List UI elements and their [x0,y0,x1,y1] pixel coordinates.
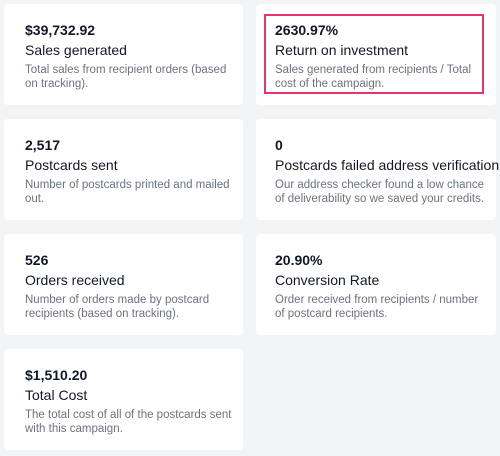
metric-description: Total sales from recipient orders (based… [25,64,227,90]
metric-description: Number of orders made by postcard recipi… [25,294,210,320]
card-return-on-investment: 2630.97% Return on investment Sales gene… [256,4,496,105]
metric-title: Postcards sent [25,157,118,173]
metric-title: Conversion Rate [275,272,380,288]
metric-description: Order received from recipients / number … [275,294,479,320]
metric-description: Number of postcards printed and mailed o… [25,179,230,205]
metric-value: 2,517 [25,137,61,153]
card-orders-received: 526 Orders received Number of orders mad… [4,234,243,335]
metric-value: 0 [275,137,283,153]
metric-description: Sales generated from recipients / Total … [275,64,472,90]
metric-title: Total Cost [25,387,88,403]
metric-description: The total cost of all of the postcards s… [25,409,232,435]
metric-value: 526 [25,252,49,268]
card-conversion-rate: 20.90% Conversion Rate Order received fr… [256,234,496,335]
card-postcards-sent: 2,517 Postcards sent Number of postcards… [4,119,243,220]
card-sales-generated: $39,732.92 Sales generated Total sales f… [4,4,243,105]
metric-value: 2630.97% [275,22,339,38]
metric-title: Orders received [25,272,125,288]
metric-value: 20.90% [275,252,323,268]
metric-title: Return on investment [275,42,409,58]
metric-title: Postcards failed address verification [275,157,500,173]
metric-value: $39,732.92 [25,22,96,38]
metric-title: Sales generated [25,42,127,58]
card-total-cost: $1,510.20 Total Cost The total cost of a… [4,349,243,450]
metric-description: Our address checker found a low chance o… [275,179,485,205]
metric-value: $1,510.20 [25,367,88,383]
card-postcards-failed-verification: 0 Postcards failed address verification … [256,119,500,220]
